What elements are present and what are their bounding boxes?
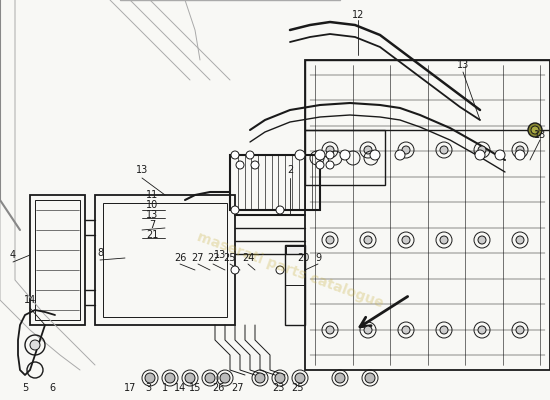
Bar bbox=[230, 155, 320, 210]
Circle shape bbox=[251, 161, 259, 169]
Circle shape bbox=[205, 373, 215, 383]
Text: 20: 20 bbox=[297, 253, 309, 263]
Text: 25: 25 bbox=[292, 383, 304, 393]
Circle shape bbox=[295, 373, 305, 383]
Circle shape bbox=[340, 150, 350, 160]
Text: 23: 23 bbox=[272, 383, 284, 393]
Circle shape bbox=[335, 373, 345, 383]
Circle shape bbox=[236, 161, 244, 169]
Text: maserati parts catalogue: maserati parts catalogue bbox=[195, 230, 385, 310]
Text: 22: 22 bbox=[207, 253, 219, 263]
Circle shape bbox=[440, 236, 448, 244]
Bar bbox=[305, 60, 550, 370]
Circle shape bbox=[475, 150, 485, 160]
Bar bbox=[103, 203, 227, 317]
Circle shape bbox=[365, 373, 375, 383]
Circle shape bbox=[231, 206, 239, 214]
Circle shape bbox=[315, 150, 325, 160]
Bar bbox=[35, 200, 80, 320]
Circle shape bbox=[30, 340, 40, 350]
Bar bbox=[305, 130, 385, 185]
Text: 13: 13 bbox=[136, 165, 148, 175]
Circle shape bbox=[364, 236, 372, 244]
Circle shape bbox=[478, 236, 486, 244]
Text: 2: 2 bbox=[287, 165, 293, 175]
Circle shape bbox=[516, 146, 524, 154]
Circle shape bbox=[185, 373, 195, 383]
Circle shape bbox=[516, 326, 524, 334]
Circle shape bbox=[276, 266, 284, 274]
Text: 3: 3 bbox=[145, 383, 151, 393]
Text: 17: 17 bbox=[124, 383, 136, 393]
Text: 25: 25 bbox=[224, 253, 236, 263]
Circle shape bbox=[326, 236, 334, 244]
Text: 26: 26 bbox=[212, 383, 224, 393]
Circle shape bbox=[516, 236, 524, 244]
Text: 27: 27 bbox=[232, 383, 244, 393]
Circle shape bbox=[402, 146, 410, 154]
Bar bbox=[285, 245, 305, 325]
Text: 10: 10 bbox=[146, 200, 158, 210]
Text: 13: 13 bbox=[457, 60, 469, 70]
Text: 26: 26 bbox=[174, 253, 186, 263]
Circle shape bbox=[370, 150, 380, 160]
Circle shape bbox=[440, 326, 448, 334]
Text: 27: 27 bbox=[192, 253, 204, 263]
Text: 4: 4 bbox=[10, 250, 16, 260]
Text: 7: 7 bbox=[149, 220, 155, 230]
Circle shape bbox=[326, 151, 334, 159]
Circle shape bbox=[326, 326, 334, 334]
Circle shape bbox=[364, 146, 372, 154]
Circle shape bbox=[440, 146, 448, 154]
Circle shape bbox=[495, 150, 505, 160]
Text: 15: 15 bbox=[189, 383, 201, 393]
Circle shape bbox=[478, 326, 486, 334]
Text: 21: 21 bbox=[146, 230, 158, 240]
Circle shape bbox=[295, 150, 305, 160]
Circle shape bbox=[145, 373, 155, 383]
Circle shape bbox=[326, 146, 334, 154]
Circle shape bbox=[528, 123, 542, 137]
Circle shape bbox=[246, 151, 254, 159]
Circle shape bbox=[402, 326, 410, 334]
Text: 13: 13 bbox=[146, 210, 158, 220]
Circle shape bbox=[276, 206, 284, 214]
Bar bbox=[305, 60, 550, 130]
Circle shape bbox=[316, 161, 324, 169]
Circle shape bbox=[395, 150, 405, 160]
Circle shape bbox=[402, 236, 410, 244]
Circle shape bbox=[316, 151, 324, 159]
Text: 5: 5 bbox=[22, 383, 28, 393]
Circle shape bbox=[326, 161, 334, 169]
Text: 13: 13 bbox=[534, 130, 546, 140]
Text: 12: 12 bbox=[352, 10, 364, 20]
Text: 1: 1 bbox=[162, 383, 168, 393]
Circle shape bbox=[255, 373, 265, 383]
Text: 9: 9 bbox=[315, 253, 321, 263]
Bar bbox=[30, 195, 85, 325]
Circle shape bbox=[531, 126, 539, 134]
Circle shape bbox=[515, 150, 525, 160]
Circle shape bbox=[165, 373, 175, 383]
Text: 6: 6 bbox=[49, 383, 55, 393]
Text: 14: 14 bbox=[24, 295, 36, 305]
Text: 13: 13 bbox=[214, 250, 226, 260]
Circle shape bbox=[231, 266, 239, 274]
Bar bbox=[286, 246, 304, 254]
Circle shape bbox=[478, 146, 486, 154]
Text: 11: 11 bbox=[146, 190, 158, 200]
Text: 24: 24 bbox=[242, 253, 254, 263]
Circle shape bbox=[275, 373, 285, 383]
Text: 8: 8 bbox=[97, 248, 103, 258]
Circle shape bbox=[220, 373, 230, 383]
Text: 14: 14 bbox=[174, 383, 186, 393]
Circle shape bbox=[231, 151, 239, 159]
Bar bbox=[95, 195, 235, 325]
Circle shape bbox=[364, 326, 372, 334]
